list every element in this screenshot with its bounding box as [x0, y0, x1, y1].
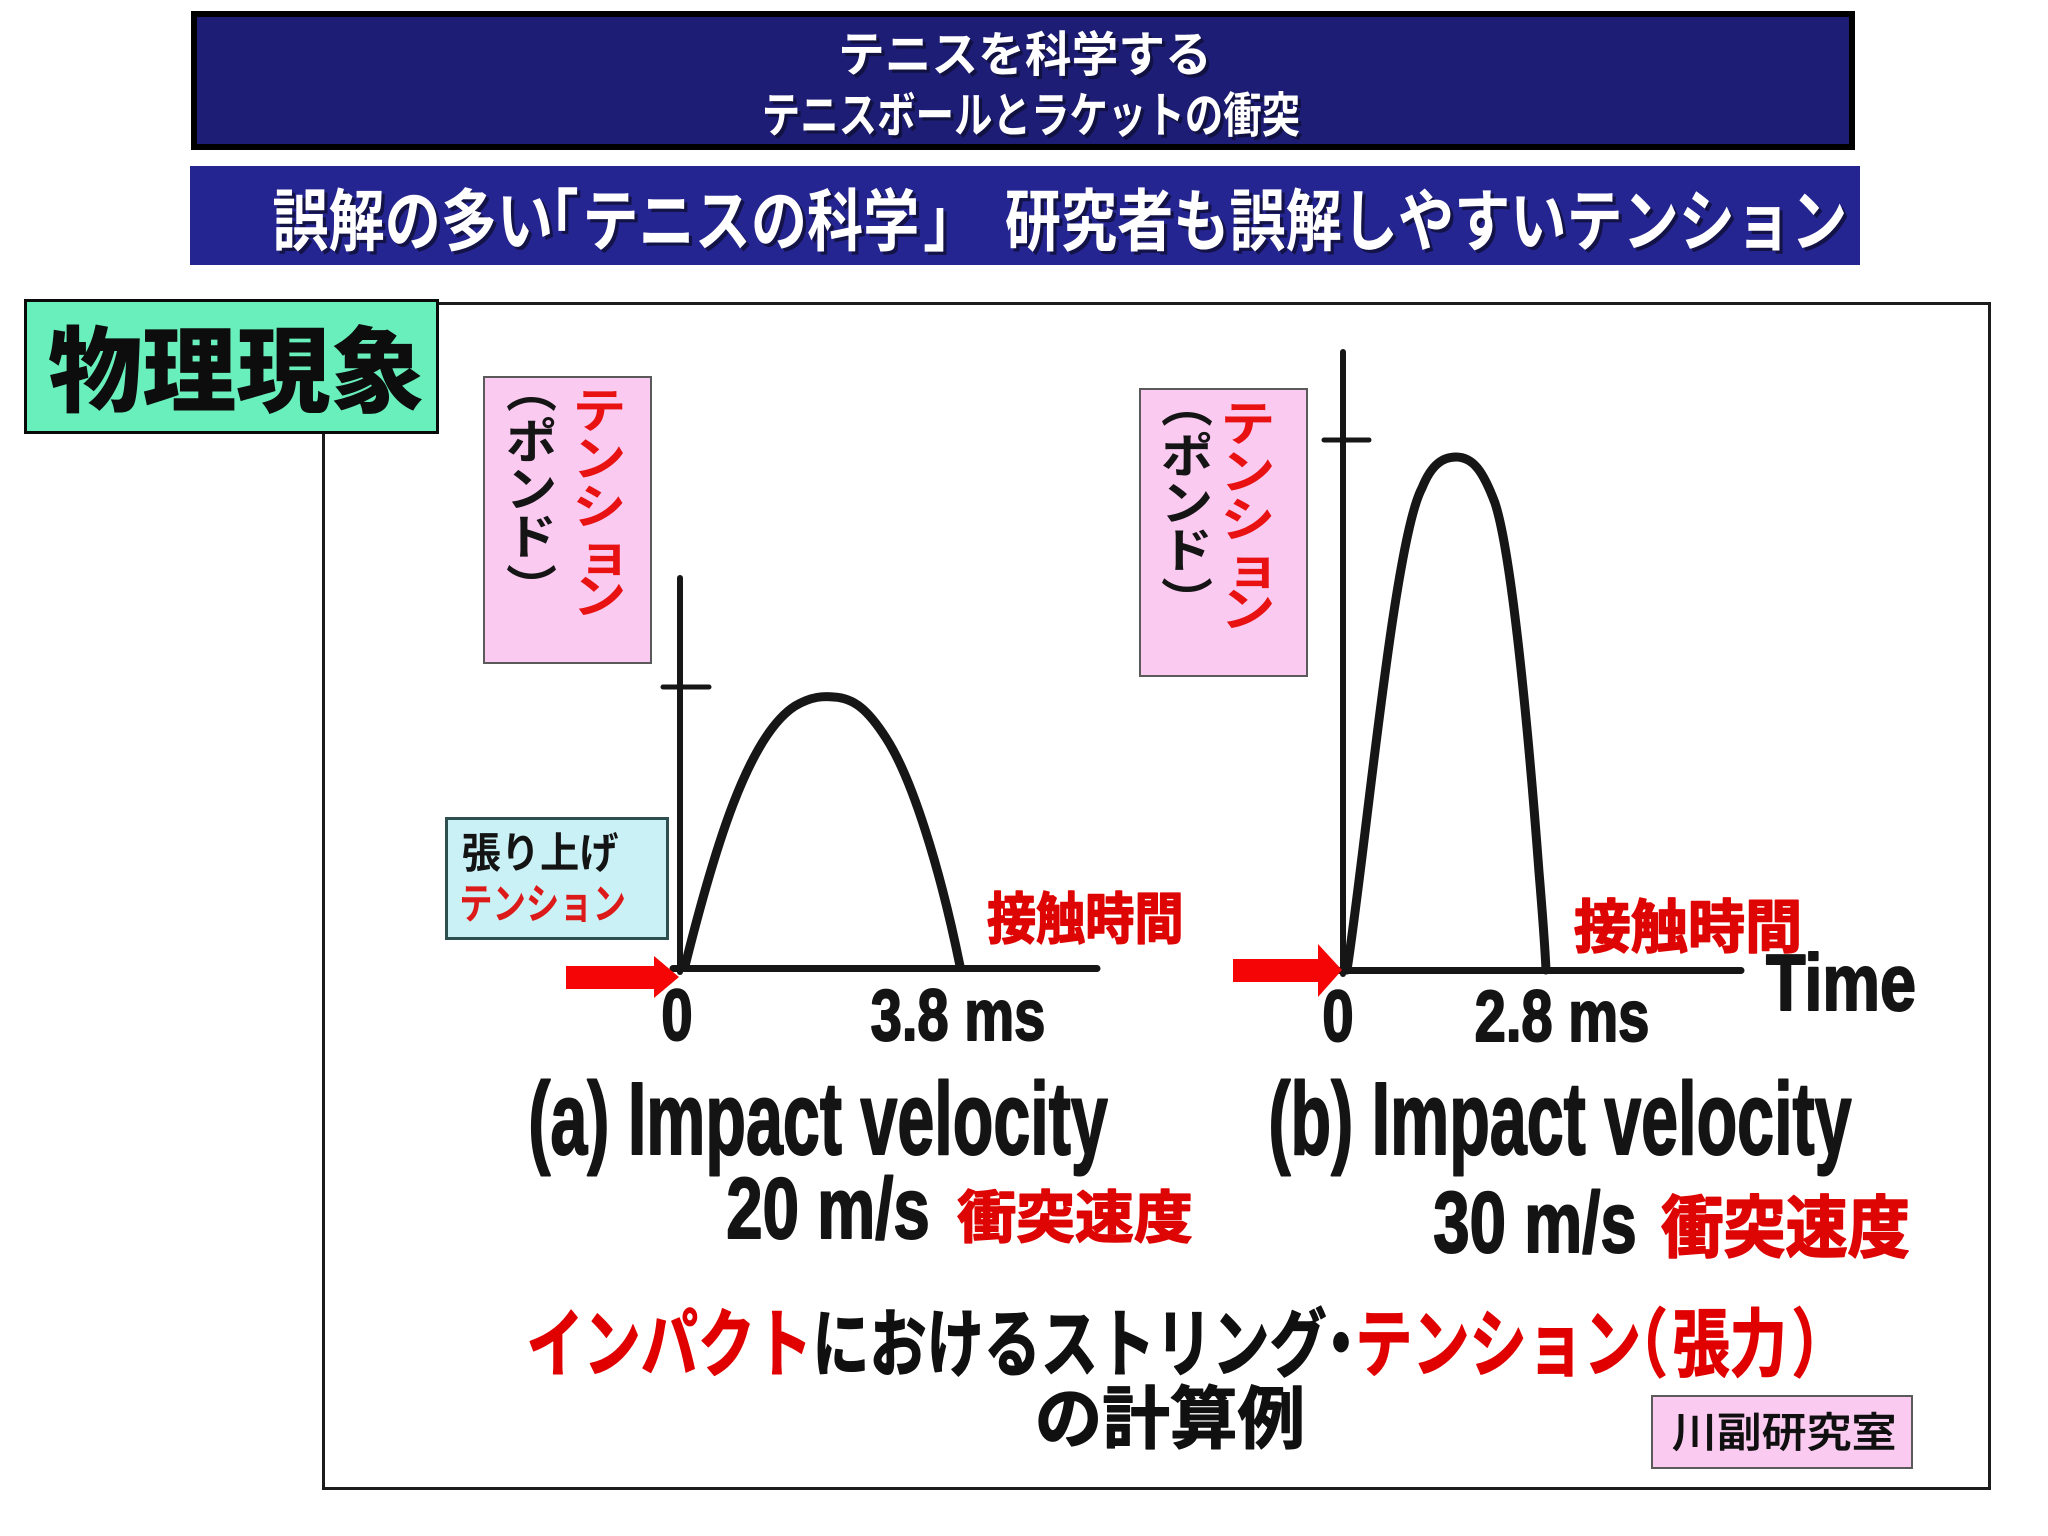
svg-text:(b) Impact velocity: (b) Impact velocity [1268, 1062, 1851, 1176]
svg-text:20 m/s: 20 m/s [726, 1161, 929, 1257]
svg-text:0: 0 [1322, 976, 1353, 1056]
svg-text:0: 0 [661, 975, 692, 1055]
svg-text:30 m/s: 30 m/s [1433, 1175, 1636, 1271]
svg-text:(a) Impact velocity: (a) Impact velocity [528, 1062, 1108, 1176]
svg-text:2.8 ms: 2.8 ms [1475, 976, 1650, 1056]
svg-text:3.8 ms: 3.8 ms [871, 975, 1046, 1055]
